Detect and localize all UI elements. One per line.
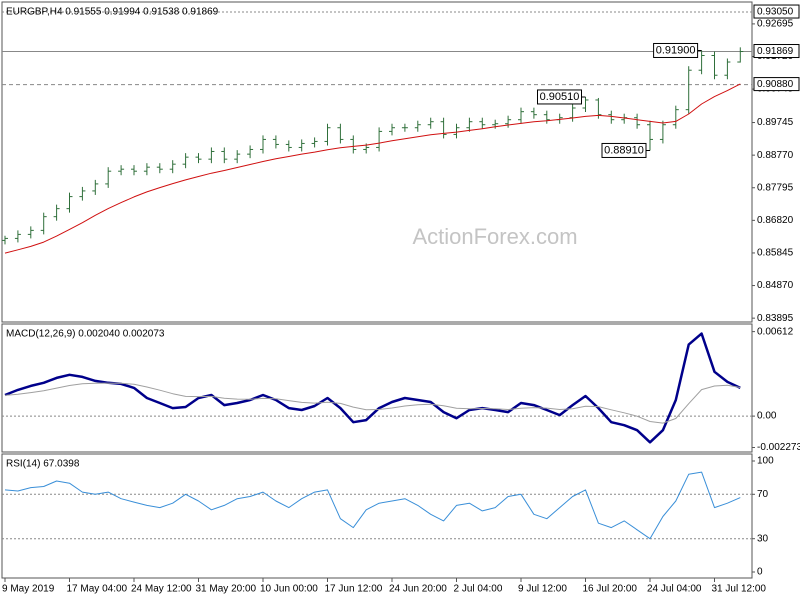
y-tick-label: 0.87795	[757, 182, 794, 193]
indicator-line	[4, 83, 741, 254]
y-tick-label: 0.84870	[757, 280, 794, 291]
y-tick-label: 0.86820	[757, 215, 794, 226]
indicator-line	[4, 471, 741, 540]
panel-frame	[1, 453, 753, 579]
x-tick-label: 10 Jun 00:00	[260, 584, 318, 595]
annotation-box	[653, 42, 699, 58]
x-tick-label: 31 May 20:00	[196, 584, 257, 595]
annotation-label: 0.90510	[540, 91, 580, 103]
indicator-line	[4, 332, 741, 444]
y-tick-label: 0.89745	[757, 117, 794, 128]
x-tick-label: 17 May 04:00	[67, 584, 128, 595]
x-tick-label: 9 May 2019	[2, 584, 55, 595]
x-tick-label: 24 May 12:00	[131, 584, 192, 595]
level-label-box	[753, 44, 800, 59]
level-label: 0.90880	[757, 79, 794, 90]
level-label: 0.91869	[757, 46, 794, 57]
x-tick-label: 9 Jul 12:00	[518, 584, 567, 595]
level-label: 0.93050	[757, 7, 794, 18]
y-tick-label: 0.83895	[757, 313, 794, 324]
y-tick-label: 30	[757, 533, 769, 544]
panel-title: MACD(12,26,9) 0.002040 0.002073	[6, 329, 165, 340]
level-label-box	[753, 4, 800, 19]
x-tick-label: 16 Jul 20:00	[583, 584, 638, 595]
x-tick-label: 24 Jul 04:00	[647, 584, 702, 595]
indicator-line	[4, 382, 741, 424]
y-tick-label: 0	[757, 567, 763, 578]
annotation-label: 0.88910	[604, 144, 644, 156]
watermark: ActionForex.com	[412, 224, 577, 249]
y-tick-label: 0.92695	[757, 19, 794, 30]
x-tick-label: 24 Jun 20:00	[389, 584, 447, 595]
annotation-box	[601, 142, 647, 158]
annotation-label: 0.91900	[656, 44, 696, 56]
annotation-box	[537, 89, 582, 105]
y-tick-label: 0.88770	[757, 150, 794, 161]
panel-frame	[1, 323, 753, 453]
y-tick-label: -0.002273	[757, 442, 800, 453]
panel-frame	[1, 1, 753, 323]
panel-title: EURGBP,H4 0.91555 0.91994 0.91538 0.9186…	[6, 7, 219, 18]
y-tick-label: 0.00612	[757, 326, 794, 337]
panel-title: RSI(14) 67.0398	[6, 459, 80, 470]
x-tick-label: 31 Jul 12:00	[712, 584, 767, 595]
level-label-box	[753, 77, 800, 92]
y-tick-label: 0.85845	[757, 248, 794, 259]
y-tick-label: 70	[757, 489, 769, 500]
y-tick-label: 100	[757, 456, 774, 467]
x-tick-label: 2 Jul 04:00	[454, 584, 503, 595]
y-tick-label: 0.00	[757, 411, 777, 422]
x-tick-label: 17 Jun 12:00	[325, 584, 383, 595]
